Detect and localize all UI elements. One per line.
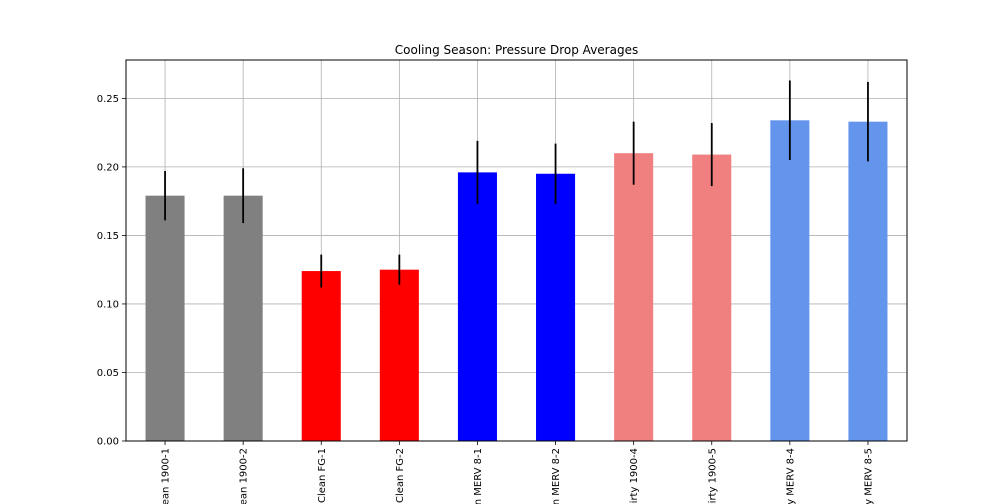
x-axis: Clean 1900-1 Clean 1900-2 Clean FG-1 Clean …	[161, 441, 874, 504]
bar	[692, 154, 732, 441]
bar	[457, 172, 497, 442]
bar	[848, 121, 888, 441]
x-tick-label: Dirty 1900-4	[629, 448, 640, 504]
y-tick-label: 0.00	[97, 437, 119, 448]
y-axis: 0.00 0.05 0.10 0.15 0.20 0.25	[97, 94, 126, 448]
x-tick-label: Clean FG-1	[317, 448, 328, 503]
bar	[223, 195, 263, 441]
chart-title: Cooling Season: Pressure Drop Averages	[395, 43, 638, 57]
x-tick-label: Dirty 1900-5	[707, 448, 718, 504]
bar	[379, 269, 419, 441]
x-tick-label: Clean 1900-2	[239, 448, 250, 504]
x-tick-label: Clean MERV 8-1	[473, 448, 484, 504]
y-tick-label: 0.15	[97, 231, 119, 242]
plot-frame	[125, 59, 908, 442]
error-bars-layer	[164, 80, 869, 288]
bar	[536, 173, 576, 441]
bar	[145, 195, 185, 441]
x-tick-label: Dirty MERV 8-5	[863, 448, 874, 504]
x-tick-label: Clean FG-2	[395, 448, 406, 503]
y-tick-label: 0.25	[97, 94, 119, 105]
y-tick-label: 0.05	[97, 368, 119, 379]
y-tick-label: 0.10	[97, 299, 119, 310]
bar	[614, 153, 654, 441]
bar	[301, 271, 341, 441]
x-tick-label: Clean MERV 8-2	[551, 448, 562, 504]
y-tick-label: 0.20	[97, 162, 119, 173]
bar	[770, 120, 810, 441]
x-tick-label: Dirty MERV 8-4	[785, 448, 796, 504]
x-tick-label: Clean 1900-1	[161, 448, 172, 504]
bars-layer	[145, 120, 888, 442]
